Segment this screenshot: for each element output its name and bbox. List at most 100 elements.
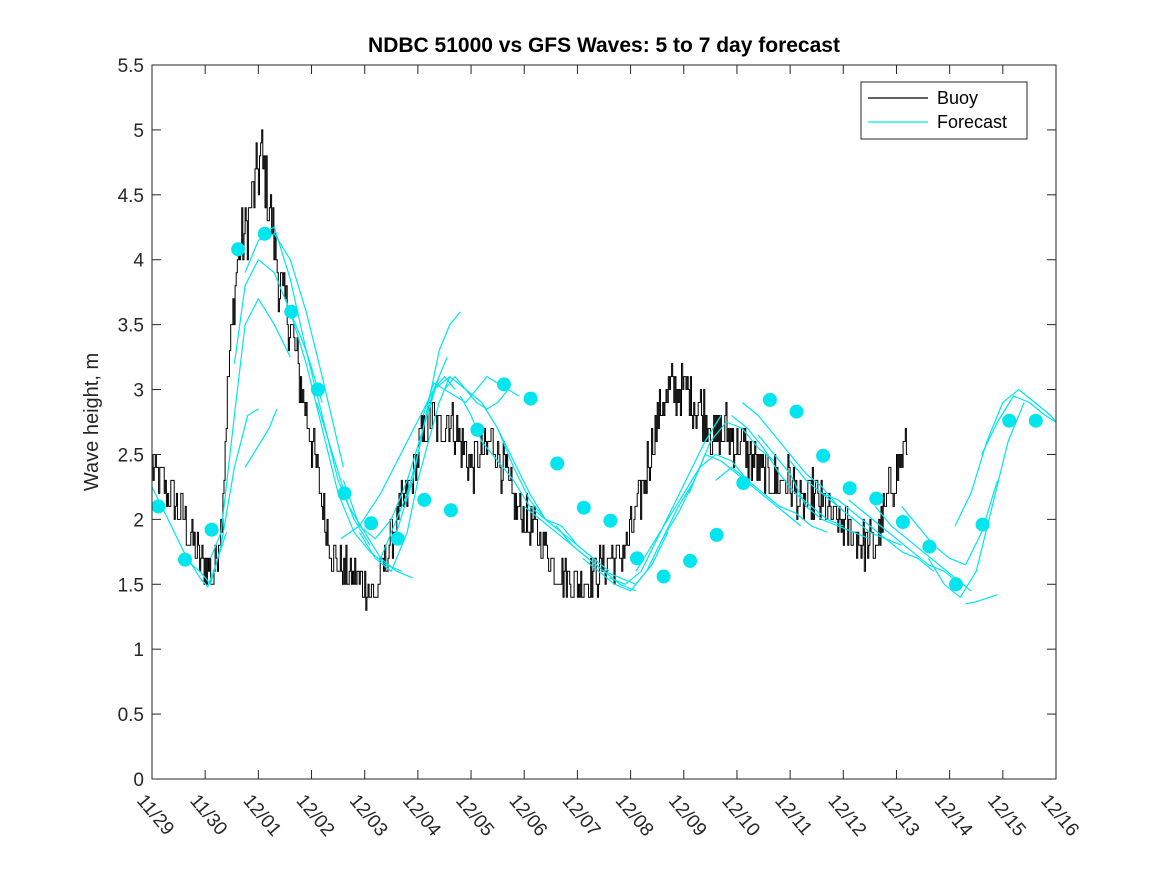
forecast-marker bbox=[603, 513, 618, 528]
y-tick-label: 4.5 bbox=[118, 186, 144, 207]
forecast-marker bbox=[975, 517, 990, 532]
legend-box bbox=[860, 81, 1028, 140]
forecast-line-39 bbox=[965, 594, 998, 605]
forecast-marker bbox=[231, 242, 246, 257]
forecast-line-37 bbox=[340, 356, 448, 540]
forecast-marker bbox=[523, 391, 538, 406]
forecast-line-7 bbox=[316, 402, 413, 579]
forecast-marker bbox=[842, 481, 857, 496]
forecast-marker bbox=[816, 448, 831, 463]
y-axis: 0 0.5 1 1.5 2 2.5 3 3.5 4 4.5 5 5.5 bbox=[118, 56, 1056, 791]
x-tick-label: 12/13 bbox=[877, 791, 924, 841]
forecast-line-33 bbox=[901, 480, 999, 566]
x-tick-label: 12/04 bbox=[398, 791, 445, 841]
x-tick-label: 12/06 bbox=[504, 791, 551, 841]
x-tick-label: 12/05 bbox=[451, 791, 498, 841]
forecast-line-17 bbox=[497, 428, 610, 572]
forecast-line-20 bbox=[582, 480, 695, 592]
forecast-marker bbox=[443, 503, 458, 518]
forecast-line-9 bbox=[358, 376, 451, 572]
y-tick-label: 2.5 bbox=[118, 445, 144, 466]
forecast-marker bbox=[1028, 413, 1043, 428]
forecast-line-2 bbox=[209, 298, 291, 559]
x-tick-label: 12/10 bbox=[717, 791, 764, 841]
forecast-marker bbox=[497, 377, 511, 392]
forecast-marker bbox=[550, 456, 565, 471]
legend: Buoy Forecast bbox=[860, 81, 1028, 140]
forecast-marker bbox=[683, 553, 698, 568]
y-tick-label: 1 bbox=[133, 640, 144, 661]
forecast-line-31 bbox=[848, 499, 961, 585]
x-tick-label: 12/08 bbox=[611, 791, 658, 841]
forecast-line-29 bbox=[789, 460, 903, 546]
forecast-marker bbox=[310, 382, 325, 397]
y-axis-label: Wave height, m bbox=[81, 353, 103, 491]
forecast-line-34 bbox=[927, 402, 1025, 598]
y-tick-label: 3 bbox=[133, 381, 144, 402]
x-tick-label: 11/29 bbox=[132, 791, 178, 840]
forecast-line-6 bbox=[289, 311, 403, 572]
forecast-marker bbox=[257, 226, 272, 241]
y-tick-label: 5.5 bbox=[118, 56, 144, 77]
forecast-line-23 bbox=[661, 421, 775, 540]
forecast-line-35 bbox=[954, 388, 1057, 527]
x-tick-label: 12/03 bbox=[345, 791, 392, 841]
forecast-line-27 bbox=[741, 402, 855, 520]
x-tick-label: 12/09 bbox=[664, 791, 711, 841]
legend-label-forecast: Forecast bbox=[937, 112, 1007, 132]
chart-title: NDBC 51000 vs GFS Waves: 5 to 7 day fore… bbox=[368, 34, 840, 57]
plot-frame bbox=[151, 64, 1057, 780]
x-tick-label: 12/12 bbox=[823, 791, 870, 841]
forecast-marker bbox=[949, 577, 963, 592]
forecast-marker bbox=[576, 500, 591, 515]
forecast-marker bbox=[390, 531, 405, 546]
forecast-marker bbox=[922, 539, 937, 554]
forecast-marker bbox=[470, 422, 485, 437]
forecast-line-12 bbox=[406, 311, 461, 494]
x-tick-label: 12/02 bbox=[292, 791, 339, 841]
forecast-marker bbox=[709, 527, 724, 542]
forecast-marker bbox=[364, 516, 379, 531]
x-tick-label: 12/07 bbox=[558, 791, 605, 841]
forecast-marker bbox=[656, 569, 671, 584]
y-tick-label: 3.5 bbox=[118, 316, 144, 337]
forecast-line-4 bbox=[244, 233, 344, 468]
forecast-marker bbox=[762, 392, 777, 407]
buoy-series-line bbox=[152, 129, 908, 611]
y-tick-label: 0 bbox=[133, 770, 144, 791]
forecast-line-28 bbox=[757, 434, 871, 540]
x-tick-label: 12/16 bbox=[1036, 791, 1083, 841]
forecast-marker bbox=[736, 476, 751, 490]
x-tick-label: 12/01 bbox=[239, 791, 286, 841]
forecast-line-15 bbox=[459, 395, 562, 533]
legend-label-buoy: Buoy bbox=[937, 88, 978, 108]
x-tick-label: 12/11 bbox=[770, 791, 816, 840]
y-tick-label: 1.5 bbox=[118, 575, 144, 596]
x-tick-label: 11/30 bbox=[185, 791, 231, 840]
plot-content bbox=[151, 129, 1057, 611]
forecast-line-36 bbox=[981, 395, 1057, 455]
forecast-marker bbox=[204, 522, 219, 537]
forecast-marker bbox=[178, 552, 192, 567]
forecast-marker bbox=[630, 551, 644, 566]
forecast-marker bbox=[789, 404, 804, 419]
forecast-marker bbox=[895, 515, 910, 529]
forecast-line-5 bbox=[258, 226, 371, 546]
y-tick-label: 4 bbox=[133, 251, 144, 272]
x-tick-label: 12/15 bbox=[983, 791, 1030, 841]
forecast-line-1 bbox=[183, 408, 259, 585]
x-tick-label: 12/14 bbox=[930, 791, 977, 841]
forecast-marker bbox=[1002, 413, 1017, 428]
forecast-line-14 bbox=[444, 376, 520, 410]
y-tick-label: 2 bbox=[133, 510, 144, 531]
forecast-line-38 bbox=[244, 408, 278, 468]
forecast-line-22 bbox=[635, 453, 749, 572]
plot-area bbox=[152, 65, 1056, 779]
forecast-marker bbox=[337, 486, 352, 501]
forecast-marker bbox=[151, 499, 166, 514]
y-tick-label: 0.5 bbox=[118, 705, 144, 726]
y-tick-label: 5 bbox=[133, 121, 144, 142]
forecast-marker bbox=[417, 492, 432, 507]
forecast-marker bbox=[869, 491, 884, 506]
